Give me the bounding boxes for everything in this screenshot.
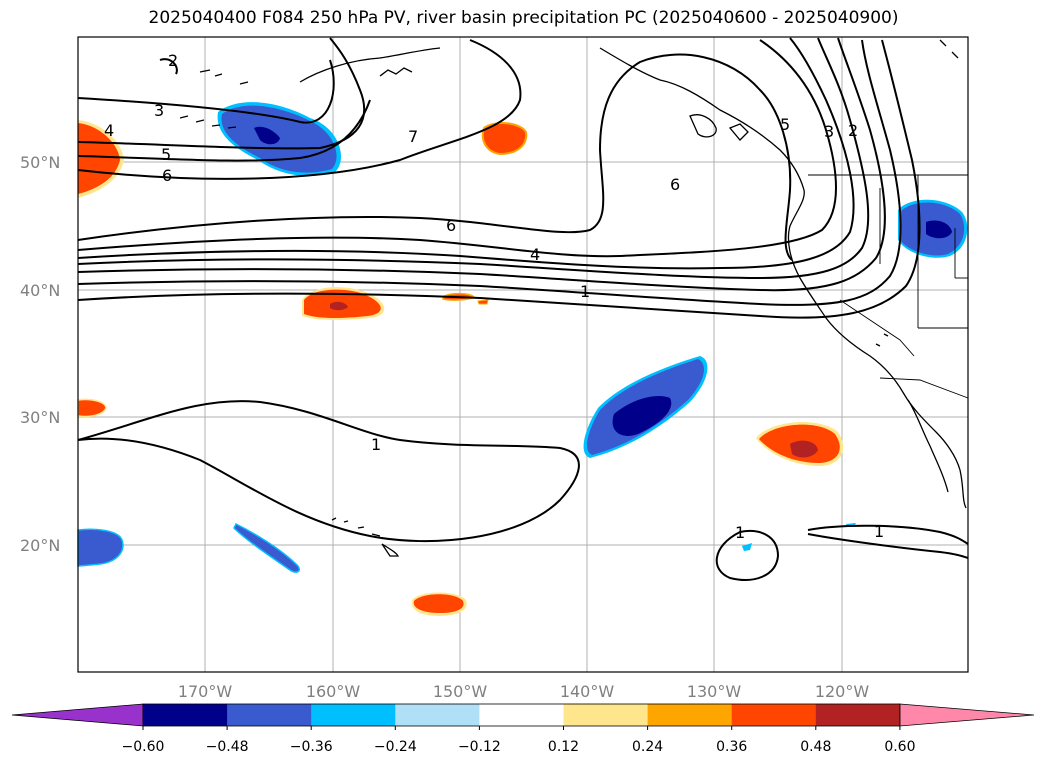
contour-label: 6 xyxy=(446,216,456,235)
negative-pc-region xyxy=(254,126,280,145)
colorbar: −0.60 −0.48 −0.36 −0.24 −0.12 0.12 0.24 0.36 0.4… xyxy=(11,703,1035,755)
colorbar-frame xyxy=(142,703,901,727)
contour-label: 5 xyxy=(780,115,790,134)
contour-label: 5 xyxy=(161,145,171,164)
colorbar-swatch xyxy=(563,704,649,726)
positive-pc-region xyxy=(78,123,120,194)
colorbar-extension-low xyxy=(11,703,144,727)
lat-label: 50°N xyxy=(20,153,60,172)
lon-label: 150°W xyxy=(433,682,488,701)
colorbar-tick-label: 0.36 xyxy=(716,739,747,755)
negative-pc-region xyxy=(77,528,124,567)
longitude-labels: 170°W 160°W 150°W 140°W 130°W 120°W xyxy=(178,682,870,701)
contour-label: 1 xyxy=(580,282,590,301)
colorbar-swatch xyxy=(815,704,901,726)
colorbar-tick-label: 0.48 xyxy=(800,739,831,755)
gridlines xyxy=(78,37,968,672)
colorbar-tick-label: −0.48 xyxy=(206,739,249,755)
lon-label: 130°W xyxy=(687,682,742,701)
positive-pc-region xyxy=(330,301,348,311)
negative-pc-region xyxy=(742,543,752,551)
colorbar-swatch xyxy=(143,704,228,726)
colorbar-swatch xyxy=(311,704,396,726)
colorbar-extension-high xyxy=(899,703,1035,727)
contour-label: 1 xyxy=(874,522,884,541)
lon-label: 170°W xyxy=(178,682,233,701)
negative-pc-region xyxy=(233,522,301,573)
contour-label: 6 xyxy=(670,175,680,194)
colorbar-swatch xyxy=(227,704,312,726)
colorbar-tick-label: −0.12 xyxy=(458,739,501,755)
contour-label: 3 xyxy=(824,122,834,141)
contour-label: 1 xyxy=(735,523,745,542)
map-title: 2025040400 F084 250 hPa PV, river basin … xyxy=(148,8,899,28)
colorbar-swatch xyxy=(395,704,480,726)
map-frame xyxy=(77,36,969,673)
lat-label: 30°N xyxy=(20,408,60,427)
lat-label: 20°N xyxy=(20,536,60,555)
colorbar-swatch xyxy=(731,704,817,726)
lon-label: 160°W xyxy=(306,682,361,701)
lon-label: 120°W xyxy=(815,682,870,701)
contour-label: 2 xyxy=(168,51,178,70)
colorbar-tick-label: 0.60 xyxy=(884,739,915,755)
lat-label: 40°N xyxy=(20,281,60,300)
colorbar-tick-label: −0.60 xyxy=(122,739,165,755)
positive-pc-region xyxy=(477,299,489,305)
positive-pc-region xyxy=(413,594,464,613)
colorbar-tick-label: −0.24 xyxy=(374,739,417,755)
lon-label: 140°W xyxy=(560,682,615,701)
colorbar-tick-label: −0.36 xyxy=(290,739,333,755)
borders xyxy=(808,174,969,399)
positive-pc-region xyxy=(77,398,107,418)
contour-label: 4 xyxy=(104,121,114,140)
coastlines xyxy=(179,39,967,557)
contour-label: 3 xyxy=(154,101,164,120)
positive-pc-region xyxy=(481,122,528,156)
colorbar-swatch xyxy=(647,704,733,726)
colorbar-tick-label: 0.24 xyxy=(632,739,663,755)
negative-pc-region xyxy=(926,220,952,239)
contour-label: 2 xyxy=(848,121,858,140)
contour-label: 7 xyxy=(408,127,418,146)
pv-contours xyxy=(77,37,969,581)
contour-label: 6 xyxy=(162,166,172,185)
negative-pc-region xyxy=(612,395,672,436)
positive-pc-region xyxy=(790,440,818,458)
colorbar-tick-label: 0.12 xyxy=(548,739,579,755)
contour-labels: 2 3 4 5 6 7 6 6 4 1 1 5 3 2 1 1 xyxy=(104,51,884,542)
contour-label: 1 xyxy=(371,435,381,454)
latitude-labels: 50°N 40°N 30°N 20°N xyxy=(20,153,60,555)
contour-label: 4 xyxy=(530,245,540,264)
colorbar-swatch xyxy=(479,704,564,726)
